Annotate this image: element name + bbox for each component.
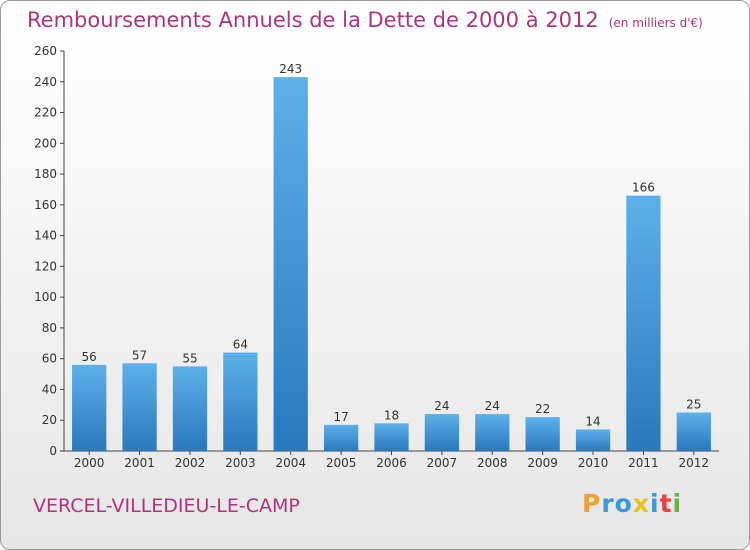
- bars: 56 57 55 64 243 17 18 24 24 22 14 166 25: [72, 62, 711, 452]
- bar-value-label: 243: [279, 62, 302, 76]
- y-tick-label: 220: [34, 106, 57, 120]
- y-tick-label: 140: [34, 229, 57, 243]
- bar: [223, 352, 258, 451]
- logo-letter: r: [601, 489, 615, 518]
- bar: [424, 414, 460, 451]
- chart-unit-label: (en milliers d'€): [608, 16, 703, 30]
- y-tick-label: 260: [34, 44, 57, 58]
- bar: [575, 429, 611, 451]
- bar-value-label: 24: [485, 399, 500, 413]
- y-tick-label: 0: [49, 444, 57, 458]
- bar-value-label: 57: [132, 348, 147, 362]
- x-axis: 2000 2001 2002 2003 2004 2005 2006 2007 2008 2009…: [64, 450, 719, 470]
- x-tick-label: 2002: [175, 456, 206, 470]
- bar: [72, 364, 107, 451]
- y-tick-label: 80: [42, 321, 57, 335]
- bar-value-label: 14: [585, 414, 600, 428]
- bar: [374, 423, 409, 451]
- x-tick-label: 2007: [427, 456, 458, 470]
- y-axis: 0 20 40 60 80 100 120 140 160 180 200 220 240 260: [34, 44, 65, 458]
- y-tick-label: 160: [34, 198, 57, 212]
- y-tick-label: 240: [34, 75, 57, 89]
- bar-value-label: 22: [535, 402, 550, 416]
- bar-value-label: 56: [82, 350, 97, 364]
- bar: [525, 417, 560, 451]
- bar: [626, 195, 661, 451]
- chart-title: Remboursements Annuels de la Dette de 20…: [27, 8, 703, 32]
- logo-letter: i: [650, 489, 660, 518]
- bar-value-label: 25: [686, 398, 701, 412]
- x-tick-label: 2001: [124, 456, 155, 470]
- bar: [323, 424, 359, 451]
- y-tick-label: 100: [34, 290, 57, 304]
- bar: [172, 366, 208, 451]
- y-tick-label: 120: [34, 259, 57, 273]
- logo-letter: P: [582, 489, 602, 518]
- y-tick-label: 40: [42, 382, 57, 396]
- y-tick-label: 180: [34, 167, 57, 181]
- bar-value-label: 166: [632, 181, 655, 195]
- bar-value-label: 55: [182, 351, 197, 365]
- x-tick-label: 2003: [225, 456, 256, 470]
- bar-value-label: 18: [384, 408, 399, 422]
- x-tick-label: 2011: [628, 456, 659, 470]
- y-tick-label: 200: [34, 136, 57, 150]
- x-tick-label: 2005: [326, 456, 357, 470]
- x-tick-label: 2000: [74, 456, 105, 470]
- bar: [676, 412, 711, 451]
- x-tick-label: 2006: [376, 456, 407, 470]
- bar: [475, 414, 510, 451]
- bar-value-label: 17: [333, 410, 348, 424]
- bar: [122, 363, 157, 451]
- logo-letter: i: [672, 489, 683, 518]
- logo-letter: o: [614, 489, 633, 518]
- y-tick-label: 20: [42, 413, 57, 427]
- logo-letter: t: [659, 489, 673, 518]
- bar-value-label: 64: [233, 338, 248, 352]
- proxiti-logo[interactable]: Proxiti: [582, 489, 682, 518]
- bar: [273, 77, 308, 452]
- x-tick-label: 2009: [527, 456, 558, 470]
- chart-title-text: Remboursements Annuels de la Dette de 20…: [27, 8, 599, 32]
- logo-letter: x: [632, 489, 650, 518]
- bar-value-label: 24: [434, 399, 449, 413]
- commune-name: VERCEL-VILLEDIEU-LE-CAMP: [33, 495, 300, 517]
- x-tick-label: 2012: [679, 456, 710, 470]
- x-tick-label: 2010: [578, 456, 609, 470]
- x-tick-label: 2004: [275, 456, 306, 470]
- x-tick-label: 2008: [477, 456, 508, 470]
- y-tick-label: 60: [42, 352, 57, 366]
